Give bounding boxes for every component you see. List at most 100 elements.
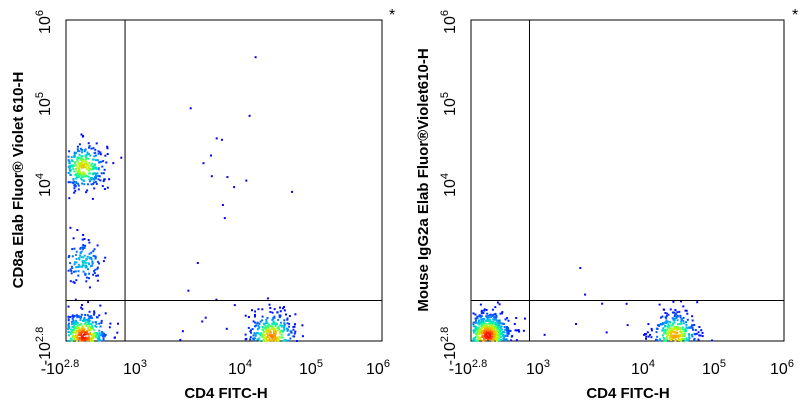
event-dot — [685, 330, 687, 333]
event-dot — [100, 153, 102, 156]
y-tick-label: -102.8 — [439, 327, 459, 365]
event-dot — [665, 312, 668, 315]
y-tick-label: 105 — [34, 92, 54, 116]
event-dot — [496, 319, 499, 322]
event-dot — [286, 318, 289, 321]
event-dot — [70, 164, 73, 167]
event-dot — [88, 169, 91, 172]
event-dot — [506, 317, 508, 320]
event-dot — [95, 322, 98, 325]
event-dot — [294, 313, 297, 316]
event-dot — [492, 313, 495, 316]
event-dot — [76, 229, 79, 231]
event-dot — [693, 339, 696, 342]
event-dot — [91, 165, 94, 168]
event-dot — [72, 322, 75, 325]
event-dot — [254, 313, 256, 316]
event-dot — [100, 321, 103, 324]
event-dot — [85, 258, 88, 260]
event-dot — [282, 329, 285, 332]
event-dot — [80, 250, 83, 253]
event-dot — [73, 329, 76, 331]
event-dot — [497, 339, 500, 342]
plot-frame — [470, 19, 785, 342]
event-dot — [261, 325, 264, 328]
event-dot — [69, 170, 72, 173]
event-dot — [75, 314, 78, 317]
event-dot — [80, 174, 83, 177]
event-dot — [476, 328, 479, 331]
y-tick-label: 106 — [439, 10, 459, 34]
event-dot — [686, 318, 689, 321]
event-dot — [67, 155, 70, 158]
event-dot — [70, 156, 73, 159]
event-dot — [83, 150, 86, 153]
event-dot — [99, 304, 102, 307]
event-dot — [543, 333, 546, 336]
event-dot — [249, 338, 252, 341]
event-dot — [88, 257, 91, 260]
event-dot — [104, 256, 107, 259]
event-dot — [280, 329, 283, 332]
event-dot — [83, 328, 86, 331]
event-dot — [686, 327, 689, 330]
event-dot — [488, 326, 491, 329]
event-dot — [691, 315, 694, 318]
event-dot — [482, 326, 485, 329]
event-dot — [681, 337, 684, 340]
event-dot — [504, 328, 507, 331]
event-dot — [495, 327, 498, 330]
event-dot — [661, 329, 664, 332]
event-dot — [293, 332, 296, 335]
event-dot — [486, 316, 488, 319]
event-dot — [676, 329, 679, 332]
event-dot — [474, 325, 477, 328]
event-dot — [683, 335, 686, 338]
event-dot — [258, 337, 261, 340]
event-dot — [671, 338, 674, 341]
event-dot — [77, 265, 80, 268]
event-dot — [92, 313, 95, 316]
event-dot — [87, 262, 90, 265]
event-dot — [80, 178, 83, 181]
event-dot — [99, 325, 102, 328]
event-dot — [650, 329, 653, 332]
event-dot — [89, 332, 92, 335]
event-dot — [496, 321, 499, 324]
event-dot — [72, 168, 75, 170]
event-dot — [89, 172, 91, 175]
event-dot — [189, 107, 192, 110]
event-dot — [662, 336, 665, 339]
event-dot — [83, 172, 86, 175]
event-dot — [280, 333, 283, 336]
y-tick-label: -102.8 — [34, 327, 54, 365]
event-dot — [73, 170, 76, 173]
event-dot — [483, 324, 486, 327]
event-dot — [478, 323, 481, 326]
event-dot — [81, 339, 84, 342]
event-dot — [689, 326, 692, 329]
event-dot — [626, 324, 629, 327]
event-dot — [474, 313, 477, 316]
event-dot — [495, 323, 498, 326]
event-dot — [269, 307, 272, 309]
event-dot — [674, 313, 677, 316]
event-dot — [293, 335, 296, 338]
event-dot — [659, 316, 662, 319]
event-dot — [275, 337, 278, 340]
event-dot — [495, 316, 498, 319]
event-dot — [73, 337, 76, 340]
event-dot — [301, 324, 304, 327]
event-dot — [266, 322, 269, 325]
event-dot — [71, 315, 74, 318]
event-dot — [93, 329, 96, 332]
event-dot — [69, 226, 72, 229]
event-dot — [77, 274, 80, 277]
x-tick-label: -102.8 — [41, 358, 79, 378]
event-dot — [498, 322, 501, 324]
event-dot — [86, 314, 89, 317]
event-dot — [95, 182, 98, 185]
event-dot — [83, 338, 86, 341]
event-dot — [73, 315, 76, 317]
event-dot — [665, 330, 668, 333]
